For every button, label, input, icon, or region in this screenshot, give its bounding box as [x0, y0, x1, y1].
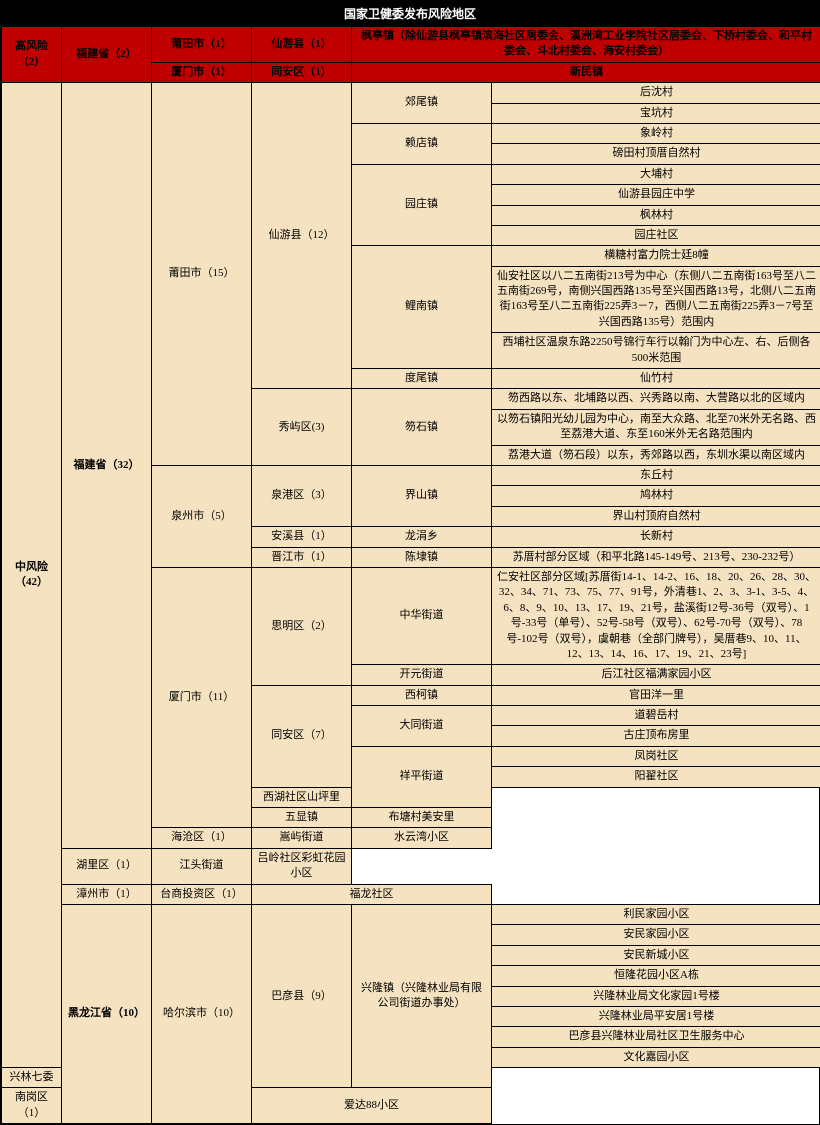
village: 利民家园小区	[492, 904, 820, 924]
town-kaiyuan: 开元街道	[352, 665, 492, 685]
town-xinglong: 兴隆镇（兴隆林业局有限公司街道办事处）	[352, 904, 492, 1088]
hi-detail-2: 新民镇	[352, 62, 820, 82]
district-huli: 湖里区（1）	[62, 848, 152, 884]
hi-province: 福建省（2）	[62, 27, 152, 83]
village: 安民新城小区	[492, 945, 820, 965]
town-zhonghua: 中华街道	[352, 567, 492, 664]
village: 巴彦县兴隆林业局社区卫生服务中心	[492, 1027, 820, 1047]
village: 仙安社区以八二五南街213号为中心（东侧八二五南街163号至八二五南街269号，…	[492, 266, 820, 333]
village: 文化嘉园小区	[492, 1047, 820, 1067]
district-tongan: 同安区（7）	[252, 685, 352, 787]
village: 兴隆林业局文化家园1号楼	[492, 986, 820, 1006]
district-haicang: 海沧区（1）	[152, 828, 252, 848]
town-chendai: 陈埭镇	[352, 547, 492, 567]
village: 宝坑村	[492, 103, 820, 123]
village: 苏厝村部分区域（和平北路145-149号、213号、230-232号）	[492, 547, 820, 567]
hi-detail-1: 枫亭镇（除仙游县枫亭镇滨海社区居委会、溪洲湾工业学院社区居委会、下桥村委会、和平…	[352, 27, 820, 63]
district-siming: 思明区（2）	[252, 567, 352, 685]
village: 安民家园小区	[492, 925, 820, 945]
village: 后江社区福满家园小区	[492, 665, 820, 685]
village: 西湖社区山坪里	[252, 787, 352, 807]
village: 阳翟社区	[492, 767, 820, 787]
hi-city-2: 厦门市（1）	[152, 62, 252, 82]
village: 仙游县园庄中学	[492, 185, 820, 205]
village: 园庄社区	[492, 225, 820, 245]
town-longjuan: 龙涓乡	[352, 527, 492, 547]
district-quangang: 泉港区（3）	[252, 465, 352, 526]
town-jieshan: 界山镇	[352, 465, 492, 526]
hi-district-2: 同安区（1）	[252, 62, 352, 82]
town-sushi: 笏石镇	[352, 389, 492, 466]
district-anxi: 安溪县（1）	[252, 527, 352, 547]
town-wuxian: 五显镇	[252, 808, 352, 828]
town-linan: 鲤南镇	[352, 246, 492, 369]
medium-risk-label: 中风险（42）	[2, 83, 62, 1068]
city-xiamen: 厦门市（11）	[152, 567, 252, 827]
village: 恒隆花园小区A栋	[492, 966, 820, 986]
district-xianyou: 仙游县（12）	[252, 83, 352, 389]
village: 布塘村美安里	[352, 808, 492, 828]
town-duwei: 度尾镇	[352, 369, 492, 389]
town-xiangping: 祥平街道	[352, 746, 492, 807]
md-prov-fj: 福建省（32）	[62, 83, 152, 849]
high-risk-label: 高风险（2）	[2, 27, 62, 83]
village: 水云湾小区	[352, 828, 492, 848]
village: 长新村	[492, 527, 820, 547]
village: 枫林村	[492, 205, 820, 225]
village: 荔港大道（笏石段）以东，秀郊路以西，东圳水渠以南区域内	[492, 445, 820, 465]
town-xike: 西柯镇	[352, 685, 492, 705]
district-nangang: 南岗区（1）	[2, 1088, 62, 1124]
village: 兴林七委	[2, 1068, 62, 1088]
district-xiuyu: 秀屿区(3)	[252, 389, 352, 466]
town-songyu: 嵩屿街道	[252, 828, 352, 848]
village: 吕岭社区彩虹花园小区	[252, 848, 352, 884]
city-putian: 莆田市（15）	[152, 83, 252, 466]
village: 笏西路以东、北埔路以西、兴秀路以南、大营路以北的区域内	[492, 389, 820, 409]
village: 象岭村	[492, 123, 820, 143]
town-jiangtou: 江头街道	[152, 848, 252, 884]
village: 道碧岳村	[492, 706, 820, 726]
village: 爱达88小区	[252, 1088, 492, 1124]
village: 磅田村顶厝自然村	[492, 144, 820, 164]
district-bayan: 巴彦县（9）	[252, 904, 352, 1088]
town-laidian: 赖店镇	[352, 123, 492, 164]
village: 仙竹村	[492, 369, 820, 389]
village: 界山村顶府自然村	[492, 506, 820, 526]
village: 后沈村	[492, 83, 820, 103]
city-zhangzhou: 漳州市（1）	[62, 884, 152, 904]
village: 官田洋一里	[492, 685, 820, 705]
village: 古庄顶布房里	[492, 726, 820, 746]
city-quanzhou: 泉州市（5）	[152, 465, 252, 567]
village: 福龙社区	[252, 884, 492, 904]
risk-table: 高风险（2） 福建省（2） 莆田市（1） 仙游县（1） 枫亭镇（除仙游县枫亭镇滨…	[1, 26, 820, 1124]
district-jinjiang: 晋江市（1）	[252, 547, 352, 567]
town-yuanzhuang: 园庄镇	[352, 164, 492, 246]
village: 大埔村	[492, 164, 820, 184]
village: 凤岗社区	[492, 746, 820, 766]
village: 兴隆林业局平安居1号楼	[492, 1006, 820, 1026]
table-title: 国家卫健委发布风险地区	[1, 1, 819, 26]
hi-city-1: 莆田市（1）	[152, 27, 252, 63]
village: 以笏石镇阳光幼儿园为中心，南至大众路、北至70米外无名路、西至荔港大道、东至16…	[492, 409, 820, 445]
village: 横糖村富力院士廷8幢	[492, 246, 820, 266]
village: 东丘村	[492, 465, 820, 485]
md-prov-hlj: 黑龙江省（10）	[62, 904, 152, 1123]
town-jiaowei: 郊尾镇	[352, 83, 492, 124]
hi-district-1: 仙游县（1）	[252, 27, 352, 63]
village: 仁安社区部分区域[苏厝街14-1、14-2、16、18、20、26、28、30、…	[492, 567, 820, 664]
town-datong: 大同街道	[352, 706, 492, 747]
village: 鸠林村	[492, 486, 820, 506]
village: 西埔社区温泉东路2250号锦行车行以翰门为中心左、右、后侧各500米范围	[492, 333, 820, 369]
city-harbin: 哈尔滨市（10）	[152, 904, 252, 1123]
district-taishan: 台商投资区（1）	[152, 884, 252, 904]
